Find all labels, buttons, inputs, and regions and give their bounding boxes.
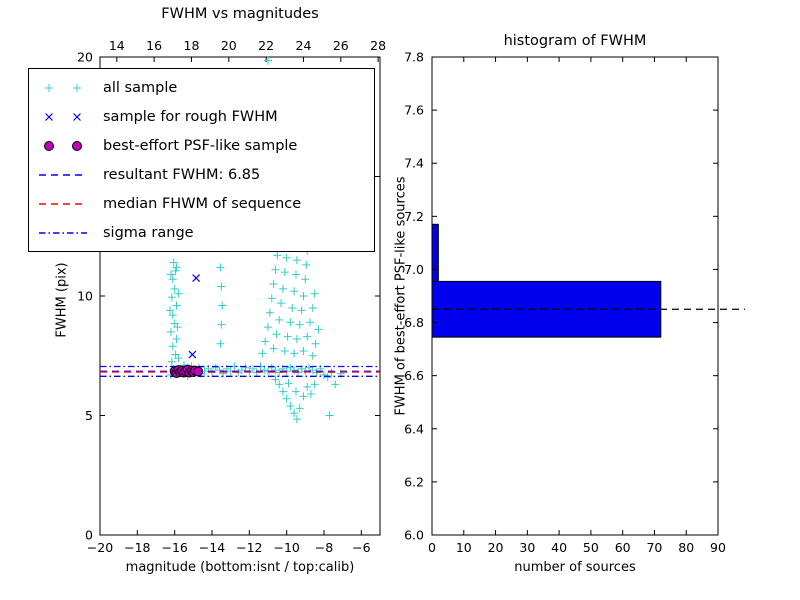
legend-label: sample for rough FWHM [103, 108, 278, 125]
svg-text:20: 20 [77, 50, 93, 65]
svg-text:7.4: 7.4 [404, 156, 424, 171]
legend-label: median FHWM of sequence [103, 195, 302, 212]
svg-text:90: 90 [710, 540, 726, 555]
svg-text:6.2: 6.2 [404, 474, 424, 489]
legend-label: all sample [103, 79, 178, 96]
legend-item-all-sample: all sample [29, 73, 374, 102]
svg-text:40: 40 [551, 540, 567, 555]
svg-text:28: 28 [370, 38, 386, 53]
dashed-line-icon [39, 202, 87, 205]
dashdot-line-icon [39, 231, 87, 234]
svg-text:20: 20 [221, 38, 237, 53]
svg-text:18: 18 [184, 38, 200, 53]
legend-item-psf-sample: best-effort PSF-like sample [29, 131, 374, 160]
svg-text:0: 0 [428, 540, 436, 555]
svg-text:60: 60 [615, 540, 631, 555]
plus-marker-icon [45, 83, 81, 92]
svg-text:−12: −12 [236, 540, 262, 555]
svg-text:6.4: 6.4 [404, 421, 424, 436]
svg-text:−20: −20 [87, 540, 113, 555]
right-yaxis-label: FWHM of best-effort PSF-like sources [393, 176, 409, 416]
svg-text:80: 80 [678, 540, 694, 555]
svg-text:10: 10 [456, 540, 472, 555]
legend-item-rough-fwhm-sample: sample for rough FWHM [29, 102, 374, 131]
circle-marker-icon [44, 140, 82, 151]
svg-text:16: 16 [146, 38, 162, 53]
svg-text:−14: −14 [199, 540, 225, 555]
svg-text:7.6: 7.6 [404, 103, 424, 118]
right-plot-title: histogram of FWHM [503, 33, 647, 49]
svg-text:50: 50 [583, 540, 599, 555]
svg-text:−6: −6 [352, 540, 370, 555]
dashed-line-icon [39, 173, 87, 176]
svg-text:6.0: 6.0 [404, 528, 424, 543]
svg-text:5: 5 [85, 408, 93, 423]
svg-text:7.0: 7.0 [404, 262, 424, 277]
svg-text:26: 26 [333, 38, 349, 53]
svg-text:22: 22 [258, 38, 274, 53]
right-xaxis-label: number of sources [514, 560, 636, 575]
left-plot-title: FWHM vs magnitudes [161, 6, 319, 22]
svg-text:−8: −8 [315, 540, 333, 555]
legend-item-sigma-range: sigma range [29, 218, 374, 247]
svg-text:70: 70 [646, 540, 662, 555]
svg-text:−10: −10 [273, 540, 299, 555]
left-xaxis-label: magnitude (bottom:isnt / top:calib) [125, 560, 355, 575]
svg-text:7.8: 7.8 [404, 50, 424, 65]
svg-text:−18: −18 [124, 540, 150, 555]
svg-text:10: 10 [77, 289, 93, 304]
legend: all sample sample for rough FWHM best-ef… [28, 68, 375, 252]
svg-text:30: 30 [519, 540, 535, 555]
x-marker-icon [45, 112, 81, 121]
svg-text:6.8: 6.8 [404, 315, 424, 330]
legend-item-resultant-fwhm: resultant FWHM: 6.85 [29, 160, 374, 189]
legend-label: resultant FWHM: 6.85 [103, 166, 261, 183]
legend-label: sigma range [103, 224, 194, 241]
svg-text:24: 24 [296, 38, 312, 53]
left-yaxis-label: FWHM (pix) [54, 262, 70, 338]
svg-text:7.2: 7.2 [404, 209, 424, 224]
legend-item-median-fwhm: median FHWM of sequence [29, 189, 374, 218]
legend-label: best-effort PSF-like sample [103, 137, 298, 154]
svg-text:−16: −16 [161, 540, 187, 555]
svg-text:0: 0 [85, 528, 93, 543]
svg-text:14: 14 [109, 38, 125, 53]
svg-text:20: 20 [488, 540, 504, 555]
svg-text:6.6: 6.6 [404, 368, 424, 383]
